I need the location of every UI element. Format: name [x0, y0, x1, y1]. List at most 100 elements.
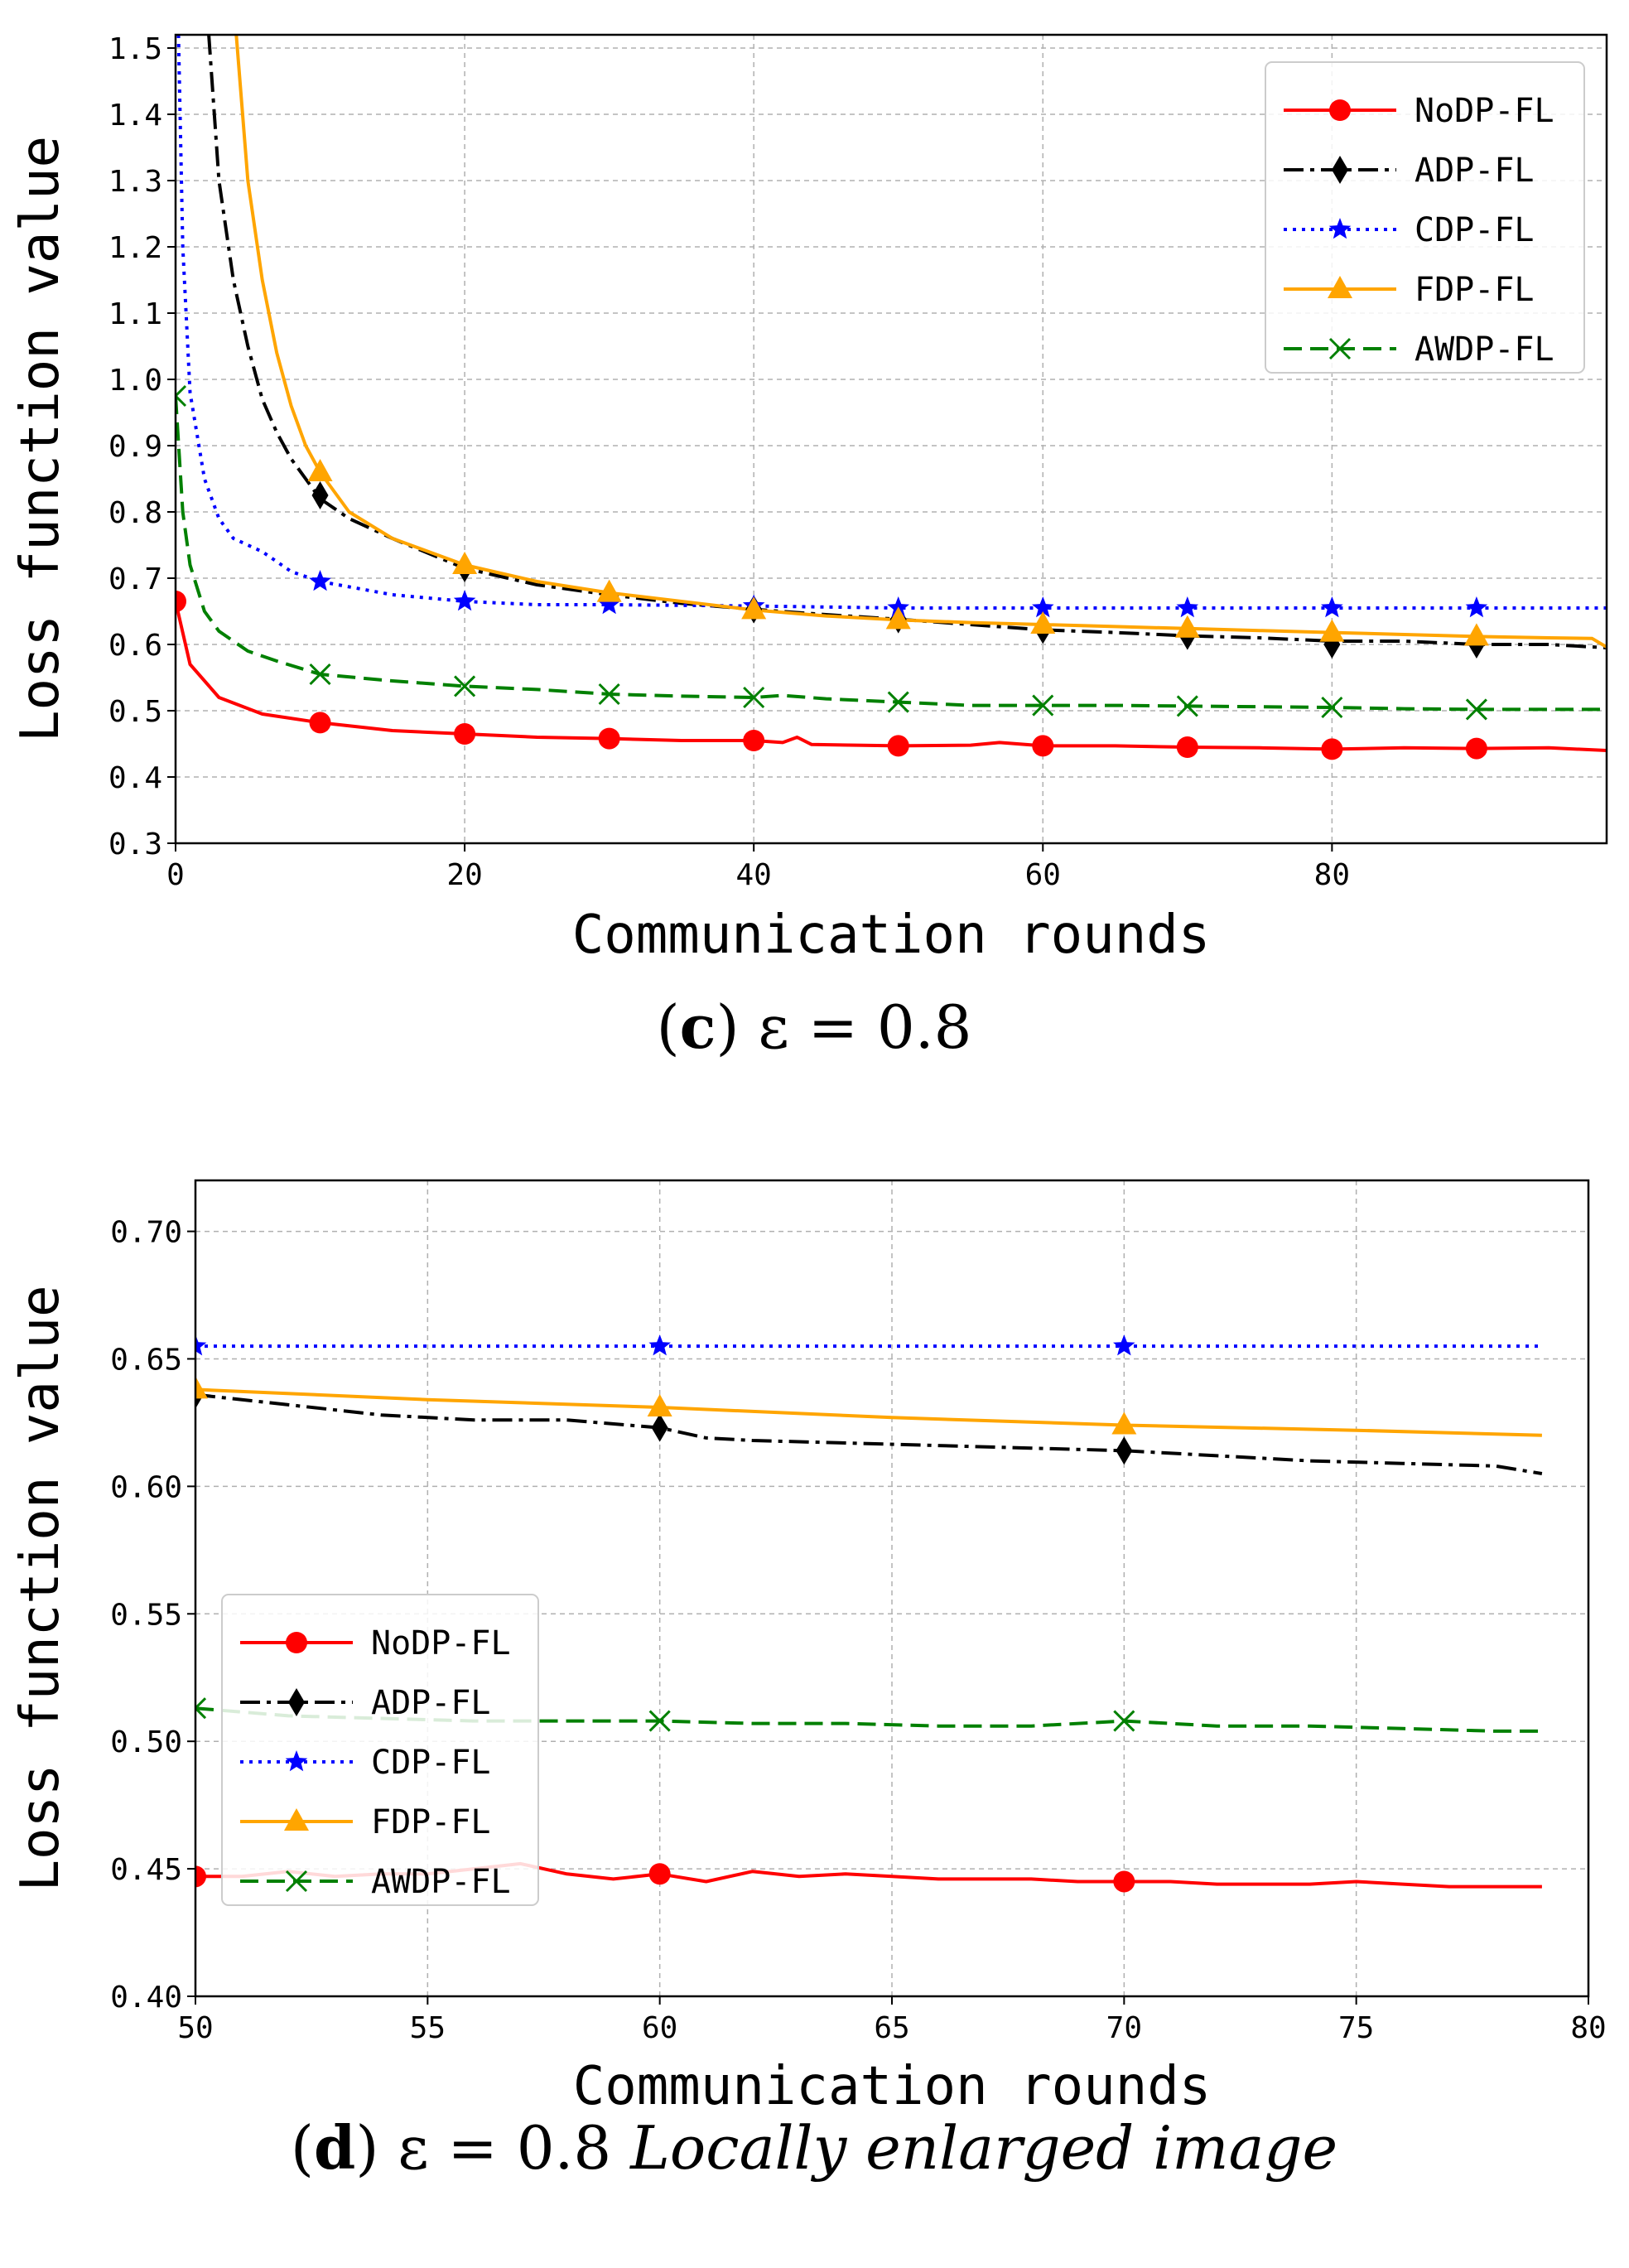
data-point-cdp-fl: [1032, 596, 1054, 618]
data-point-fdp-fl: [452, 552, 478, 574]
x-tick-label: 0: [166, 858, 185, 892]
data-point-awdp-fl: [176, 384, 187, 408]
legend-label-fdp-fl: FDP-FL: [371, 1803, 491, 1841]
y-axis-label: Loss function value: [10, 1285, 71, 1891]
data-point-adp-fl: [1116, 1436, 1133, 1465]
data-point-cdp-fl: [1113, 1334, 1135, 1356]
data-point-nodp-fl: [1032, 735, 1054, 757]
data-point-cdp-fl: [1321, 596, 1343, 618]
data-point-fdp-fl: [885, 606, 911, 630]
data-point-nodp-fl: [1176, 736, 1198, 758]
legend-label-fdp-fl: FDP-FL: [1415, 271, 1535, 309]
chart-c: 0 20 40 60 80 0.3 0.4 0.5 0.6 0.7 0.8 0.9 1.0 1.1 1.2 1…: [10, 32, 1608, 1062]
x-axis-label: Communication rounds: [572, 905, 1211, 966]
y-tick-label: 1.3: [108, 165, 162, 199]
data-point-adp-fl: [311, 481, 329, 509]
caption-suffix: Locally enlarged image: [611, 2113, 1337, 2183]
legend-marker-adp-fl: [288, 1688, 305, 1716]
data-point-awdp-fl: [598, 683, 620, 706]
legend: NoDP-FL ADP-FL CDP-FL FDP-FL AWDP-FL: [221, 1594, 539, 1906]
data-point-nodp-fl: [1321, 738, 1343, 760]
legend-marker-nodp-fl: [286, 1632, 307, 1653]
legend: NoDP-FL ADP-FL CDP-FL FDP-FL AWDP-FL: [1265, 61, 1585, 374]
data-point-awdp-fl: [887, 691, 909, 713]
legend-marker-adp-fl: [1332, 156, 1348, 184]
data-point-awdp-fl: [1113, 1710, 1135, 1732]
data-point-fdp-fl: [596, 579, 622, 602]
caption-d: (d) ε = 0.8 Locally enlarged image: [291, 2112, 1337, 2183]
data-point-fdp-fl: [1111, 1411, 1137, 1435]
series-line-adp-fl: [195, 1392, 1543, 1475]
data-point-nodp-fl: [454, 723, 476, 745]
plot-area: [176, 35, 1607, 760]
data-point-cdp-fl: [195, 1334, 207, 1356]
x-tick-label: 75: [1338, 2011, 1374, 2045]
y-tick-label: 0.8: [108, 496, 162, 530]
x-tick-label: 40: [736, 858, 772, 892]
y-tick-label: 0.6: [108, 629, 162, 663]
data-point-nodp-fl: [309, 712, 331, 734]
caption-label: c: [680, 992, 716, 1062]
y-tick-label: 0.4: [108, 761, 162, 795]
x-tick-label: 80: [1314, 858, 1350, 892]
data-point-nodp-fl: [1113, 1870, 1135, 1893]
data-point-adp-fl: [651, 1413, 668, 1442]
y-tick-label: 0.9: [108, 430, 162, 464]
x-tick-label: 70: [1106, 2011, 1142, 2045]
caption-paren: ): [716, 992, 759, 1062]
y-tick-label: 0.50: [110, 1725, 182, 1759]
data-point-awdp-fl: [309, 663, 331, 686]
data-point-nodp-fl: [598, 727, 620, 750]
data-point-fdp-fl: [307, 459, 333, 481]
legend-label-adp-fl: ADP-FL: [371, 1684, 491, 1722]
data-point-nodp-fl: [648, 1863, 671, 1885]
data-point-cdp-fl: [1176, 596, 1199, 618]
data-point-awdp-fl: [1465, 698, 1487, 721]
series-line-nodp-fl: [176, 601, 1607, 752]
caption-paren: (: [657, 992, 680, 1062]
x-axis-label: Communication rounds: [573, 2056, 1212, 2117]
data-point-fdp-fl: [1319, 619, 1345, 642]
y-tick-label: 0.65: [110, 1343, 182, 1377]
data-point-nodp-fl: [1465, 737, 1487, 760]
series-line-fdp-fl: [195, 1387, 1542, 1437]
y-tick-label: 1.5: [108, 32, 162, 66]
y-tick-label: 0.60: [110, 1470, 182, 1504]
legend-label-awdp-fl: AWDP-FL: [371, 1863, 511, 1901]
x-tick-label: 60: [1025, 858, 1061, 892]
caption-paren: (: [291, 2113, 314, 2183]
data-point-awdp-fl: [1032, 694, 1054, 717]
caption-text: ε = 0.8: [398, 2113, 611, 2183]
y-tick-label: 0.55: [110, 1598, 182, 1632]
legend-marker-fdp-fl: [1328, 276, 1352, 298]
legend-label-awdp-fl: AWDP-FL: [1415, 331, 1554, 369]
data-point-awdp-fl: [743, 686, 765, 709]
legend-label-cdp-fl: CDP-FL: [1415, 211, 1535, 249]
axes-frame: [174, 33, 1608, 845]
x-tick-label: 20: [446, 858, 482, 892]
legend-marker-cdp-fl: [1328, 218, 1352, 239]
y-tick-label: 1.4: [108, 99, 162, 133]
x-tick-label: 55: [410, 2011, 446, 2045]
legend-marker-nodp-fl: [1329, 99, 1351, 121]
caption-text: ε = 0.8: [759, 992, 972, 1062]
data-point-nodp-fl: [176, 591, 186, 612]
legend-label-cdp-fl: CDP-FL: [371, 1744, 491, 1782]
y-tick-label: 0.40: [110, 1981, 182, 2015]
data-point-fdp-fl: [741, 596, 767, 620]
caption-label: d: [314, 2112, 355, 2183]
data-point-awdp-fl: [454, 675, 476, 697]
series-line-awdp-fl: [176, 395, 1607, 712]
y-tick-label: 0.5: [108, 695, 162, 729]
legend-marker-awdp-fl: [285, 1870, 308, 1893]
y-tick-label: 0.45: [110, 1853, 182, 1887]
data-point-fdp-fl: [195, 1376, 208, 1399]
y-tick-label: 1.1: [108, 297, 162, 331]
data-point-fdp-fl: [1174, 615, 1200, 638]
y-tick-label: 0.3: [108, 828, 162, 861]
y-tick-label: 0.7: [108, 562, 162, 596]
data-point-nodp-fl: [195, 1865, 206, 1888]
data-point-awdp-fl: [1176, 695, 1198, 717]
legend-marker-cdp-fl: [285, 1750, 308, 1772]
